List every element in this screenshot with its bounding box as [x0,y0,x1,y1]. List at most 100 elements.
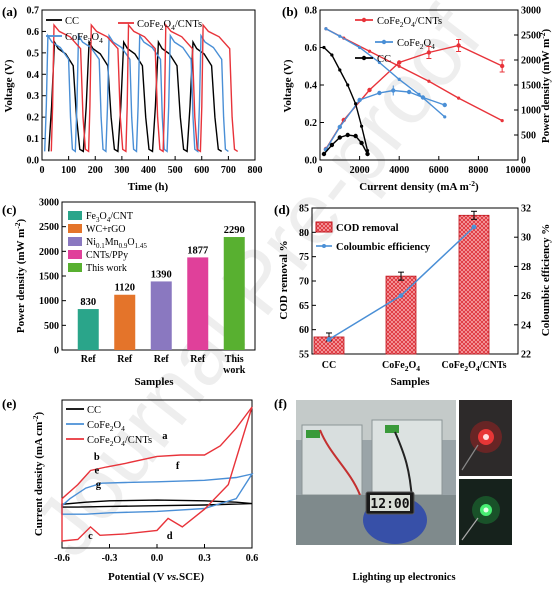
x-axis-title: Time (h) [128,181,169,193]
power-point [406,89,412,95]
legend-label-cofe2o4-cnts: CoFe2O4/CNTs [137,19,202,32]
voltage-point [322,45,326,50]
y2-axis: 22 24 26 28 30 32 [514,204,531,361]
legend-label-cod: COD removal [336,223,399,234]
legend-label-cc: CC [377,54,391,65]
y-axis-title: COD removal % [278,240,290,319]
voltage-point [346,83,350,87]
x-tick-label: 800 [248,165,263,176]
y2-axis: 0 500 1000 1500 2000 2500 3000 [514,6,541,167]
bar [385,275,417,355]
y2-tick-label: 30 [521,233,531,244]
panel-b-polarization-power: (b) 0.0 0.2 0.4 0.6 0.8 0 500 1000 1500 2000 2500… [282,4,552,193]
x-tick-label: Ref [190,354,206,365]
voltage-point [457,96,461,100]
panel-label: (a) [2,4,17,19]
legend-swatch [68,224,82,233]
voltage-point [338,34,342,38]
y-tick-label: 0.4 [27,70,40,81]
annotation-label: b [94,452,100,463]
y-tick-label: 0.4 [305,81,318,92]
y-tick-label: 0.1 [27,134,40,145]
y2-tick-label: 1500 [521,81,541,92]
y2-tick-label: 32 [521,204,531,215]
legend-marker [361,17,367,23]
power-point [442,102,447,108]
legend-label-cofe2o4: CoFe2O4 [397,38,435,51]
y2-tick-label: 2500 [521,31,541,42]
y-tick-label: 70 [299,277,309,288]
panel-e-cyclic-voltammetry: (e) -0.6 -0.3 0.0 0.3 0.6 a b c d e f g Potential … [2,396,258,583]
legend-label: CNTs/PPy [86,250,128,261]
x-axis: 0 2000 4000 6000 8000 10000 [318,156,531,176]
y2-tick-label: 2000 [521,56,541,67]
peak-annotations: a b c d e f g [88,431,180,542]
x-tick-label: 2000 [350,165,370,176]
y2-tick-label: 500 [521,131,536,142]
bar [114,294,136,350]
legend-label: This work [86,263,127,274]
x-tick-label: CoFe2O4/CNTs [442,360,507,373]
legend: CoFe2O4/CNTs CoFe2O4 CC [355,16,442,65]
x-tick-label: 4000 [389,165,409,176]
x-axis-title: Samples [134,376,174,388]
x-tick-label: 0 [318,165,323,176]
power-point [345,132,350,138]
power-point [321,151,327,157]
legend-label-cofe2o4: CoFe2O4 [87,420,125,433]
y2-tick-label: 26 [521,291,531,302]
y2-tick-label: 24 [521,320,531,331]
x-tick-label: 400 [141,165,156,176]
voltage-point [358,45,362,50]
annotation-label: g [96,479,102,490]
x-tick-label: 6000 [429,165,449,176]
series-group [321,27,505,157]
legend-marker [361,55,367,61]
y-axis: 0 500 1000 1500 2000 2500 3000 [39,198,66,357]
y2-tick-label: 28 [521,262,531,273]
power-point [357,97,362,103]
series-group [61,406,254,542]
y-axis-title: Voltage (V) [3,59,15,112]
power-point [420,95,426,100]
panel-caption: Lighting up electronics [352,572,455,583]
bar [77,309,99,350]
y-tick-label: 0.6 [27,27,40,38]
series-line-0 [48,39,223,153]
legend: CC CoFe2O4 CoFe2O4/CNTs [46,16,202,45]
legend-label: WC+rGO [86,224,126,235]
legend-swatch [68,263,82,272]
voltage-point [367,49,372,53]
x-tick-label: Ref [154,354,170,365]
x-tick-label: 200 [88,165,103,176]
series-line-1 [44,33,229,153]
x-tick-label: CoFe2O4 [382,360,420,373]
clock-time: 12:00 [370,497,409,512]
y-tick-label: 2000 [39,247,59,258]
legend-marker [381,39,387,45]
series-line-2 [50,23,239,153]
cv-loop-2 [61,406,253,542]
y-axis: 0.0 0.1 0.2 0.3 0.4 0.5 0.6 0.7 [27,6,46,167]
power-point [337,135,342,140]
power-line-1 [325,89,445,150]
legend-marker [322,244,326,248]
legend-label: Ni0.1Mn0.9O1.45 [86,237,147,250]
panel-label: (f) [274,396,287,411]
panel-label: (b) [282,4,298,19]
panel-a-voltage-time: (a) 0.0 0.1 0.2 0.3 0.4 0.5 0.6 0.7 0 100 200 300 4… [2,4,263,193]
efficiency-point [398,293,404,298]
y-tick-label: 0.0 [305,156,318,167]
x-tick-label: Ref [81,354,97,365]
y2-tick-label: 1000 [521,106,541,117]
voltage-point [359,124,364,128]
x-tick-label: 500 [168,165,183,176]
y-tick-label: 55 [299,350,309,361]
voltage-point [354,102,358,106]
power-point [329,142,335,148]
legend-swatch-cod [315,221,333,233]
power-point [337,124,342,130]
series-group [44,23,239,153]
